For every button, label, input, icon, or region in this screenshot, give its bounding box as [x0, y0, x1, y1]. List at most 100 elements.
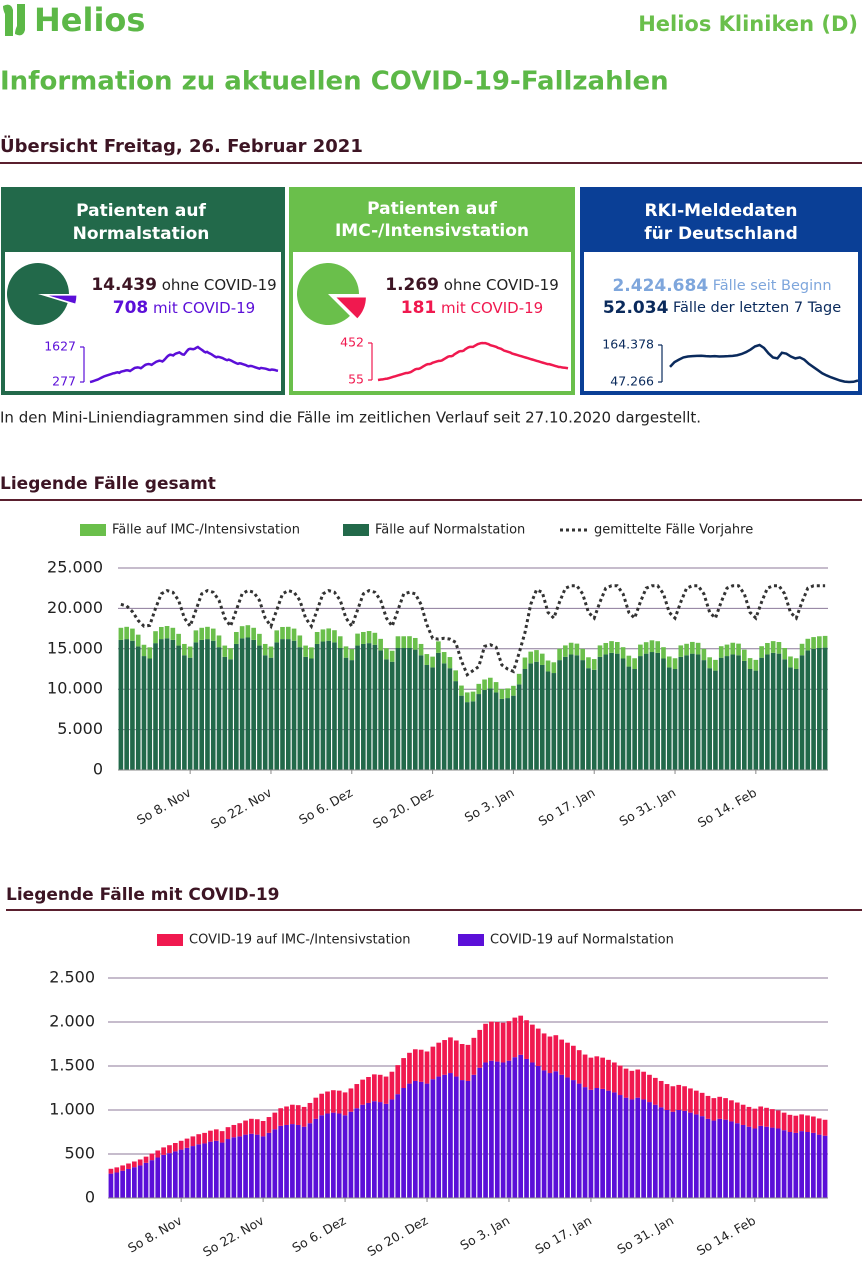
bar [274, 642, 280, 770]
bar [149, 1153, 155, 1161]
bar [718, 657, 724, 770]
bar [190, 1136, 196, 1147]
bar [149, 1160, 155, 1198]
pie-slice [334, 296, 367, 320]
bar [541, 1033, 547, 1071]
bar [576, 1050, 582, 1084]
bar [124, 626, 129, 640]
bar [272, 1112, 278, 1130]
stat-label: Fälle seit Beginn [713, 278, 832, 294]
bar [297, 635, 303, 648]
bar [164, 638, 170, 770]
bar [713, 659, 718, 671]
bar [266, 1132, 272, 1198]
bar [182, 655, 187, 770]
bar [822, 647, 828, 770]
section-title: Liegende Fälle gesamt [0, 474, 216, 494]
bar [530, 1062, 535, 1198]
bar [278, 1125, 284, 1198]
bar [494, 1022, 500, 1062]
bar [228, 648, 233, 660]
bar [290, 1104, 295, 1125]
bar [251, 639, 256, 770]
bar [615, 642, 620, 654]
bar [505, 688, 510, 699]
bar [730, 654, 736, 770]
bar [539, 653, 545, 665]
bar [563, 656, 568, 770]
bar [565, 1077, 570, 1198]
legend-label: COVID-19 auf Normalstation [490, 933, 674, 948]
bar [260, 1121, 266, 1137]
bar [488, 677, 493, 689]
bar [799, 1114, 804, 1132]
bar [707, 657, 712, 669]
logo-text: Helios [34, 1, 145, 39]
legend-swatch [157, 934, 183, 946]
bar [695, 642, 701, 655]
bar [723, 1098, 728, 1120]
bar [225, 1139, 231, 1198]
bar [285, 639, 291, 770]
bar [736, 655, 741, 770]
bar [395, 1065, 401, 1095]
bar [470, 691, 476, 702]
bar [187, 657, 193, 770]
bar [672, 658, 678, 669]
bar [788, 656, 793, 668]
pie-slice [45, 294, 78, 305]
bar [597, 645, 603, 657]
bar [477, 1029, 483, 1068]
bar [765, 654, 770, 770]
bar [219, 1142, 225, 1198]
bar [336, 1113, 342, 1198]
x-tick-label: So 31. Jan [616, 785, 678, 829]
bar [822, 1135, 828, 1198]
bar [366, 643, 372, 770]
x-tick-label: So 22. Nov [200, 1212, 267, 1259]
bar [208, 1141, 213, 1198]
bar [135, 634, 141, 647]
bar [746, 1126, 752, 1198]
bar [118, 627, 124, 640]
bar [389, 661, 395, 770]
bar [711, 1120, 717, 1198]
bar [284, 1124, 289, 1198]
bar [430, 1046, 436, 1080]
bar [586, 657, 591, 669]
bar [545, 671, 551, 770]
bar [741, 649, 747, 661]
bar [262, 655, 268, 770]
bar [775, 1128, 781, 1198]
bar [313, 1118, 319, 1198]
bar [442, 1074, 447, 1198]
bar [782, 647, 788, 660]
bar [664, 1084, 670, 1110]
bar [499, 698, 505, 770]
bar [430, 667, 435, 770]
bar [688, 1112, 693, 1198]
bar [493, 682, 499, 693]
bar [147, 647, 153, 659]
bar [184, 1147, 190, 1198]
bar [245, 637, 251, 770]
bar [137, 1159, 143, 1166]
bar [210, 628, 216, 641]
stat-value: 181 [401, 298, 437, 318]
bar [799, 655, 805, 770]
bar [506, 1060, 512, 1198]
y-tick-label: 0 [93, 760, 103, 779]
y-tick-label: 15.000 [47, 638, 103, 657]
bar [199, 639, 205, 770]
legend-label: gemittelte Fälle Vorjahre [594, 523, 753, 538]
bar [482, 690, 487, 770]
bar [193, 642, 199, 770]
bar [811, 1116, 816, 1133]
bar [254, 1119, 260, 1135]
stat-value: 1.269 [385, 275, 439, 295]
bar [158, 626, 164, 640]
bar [407, 1083, 412, 1198]
bar [260, 1136, 266, 1198]
bar [314, 631, 320, 644]
page-title: Information zu aktuellen COVID-19-Fallza… [0, 67, 669, 97]
